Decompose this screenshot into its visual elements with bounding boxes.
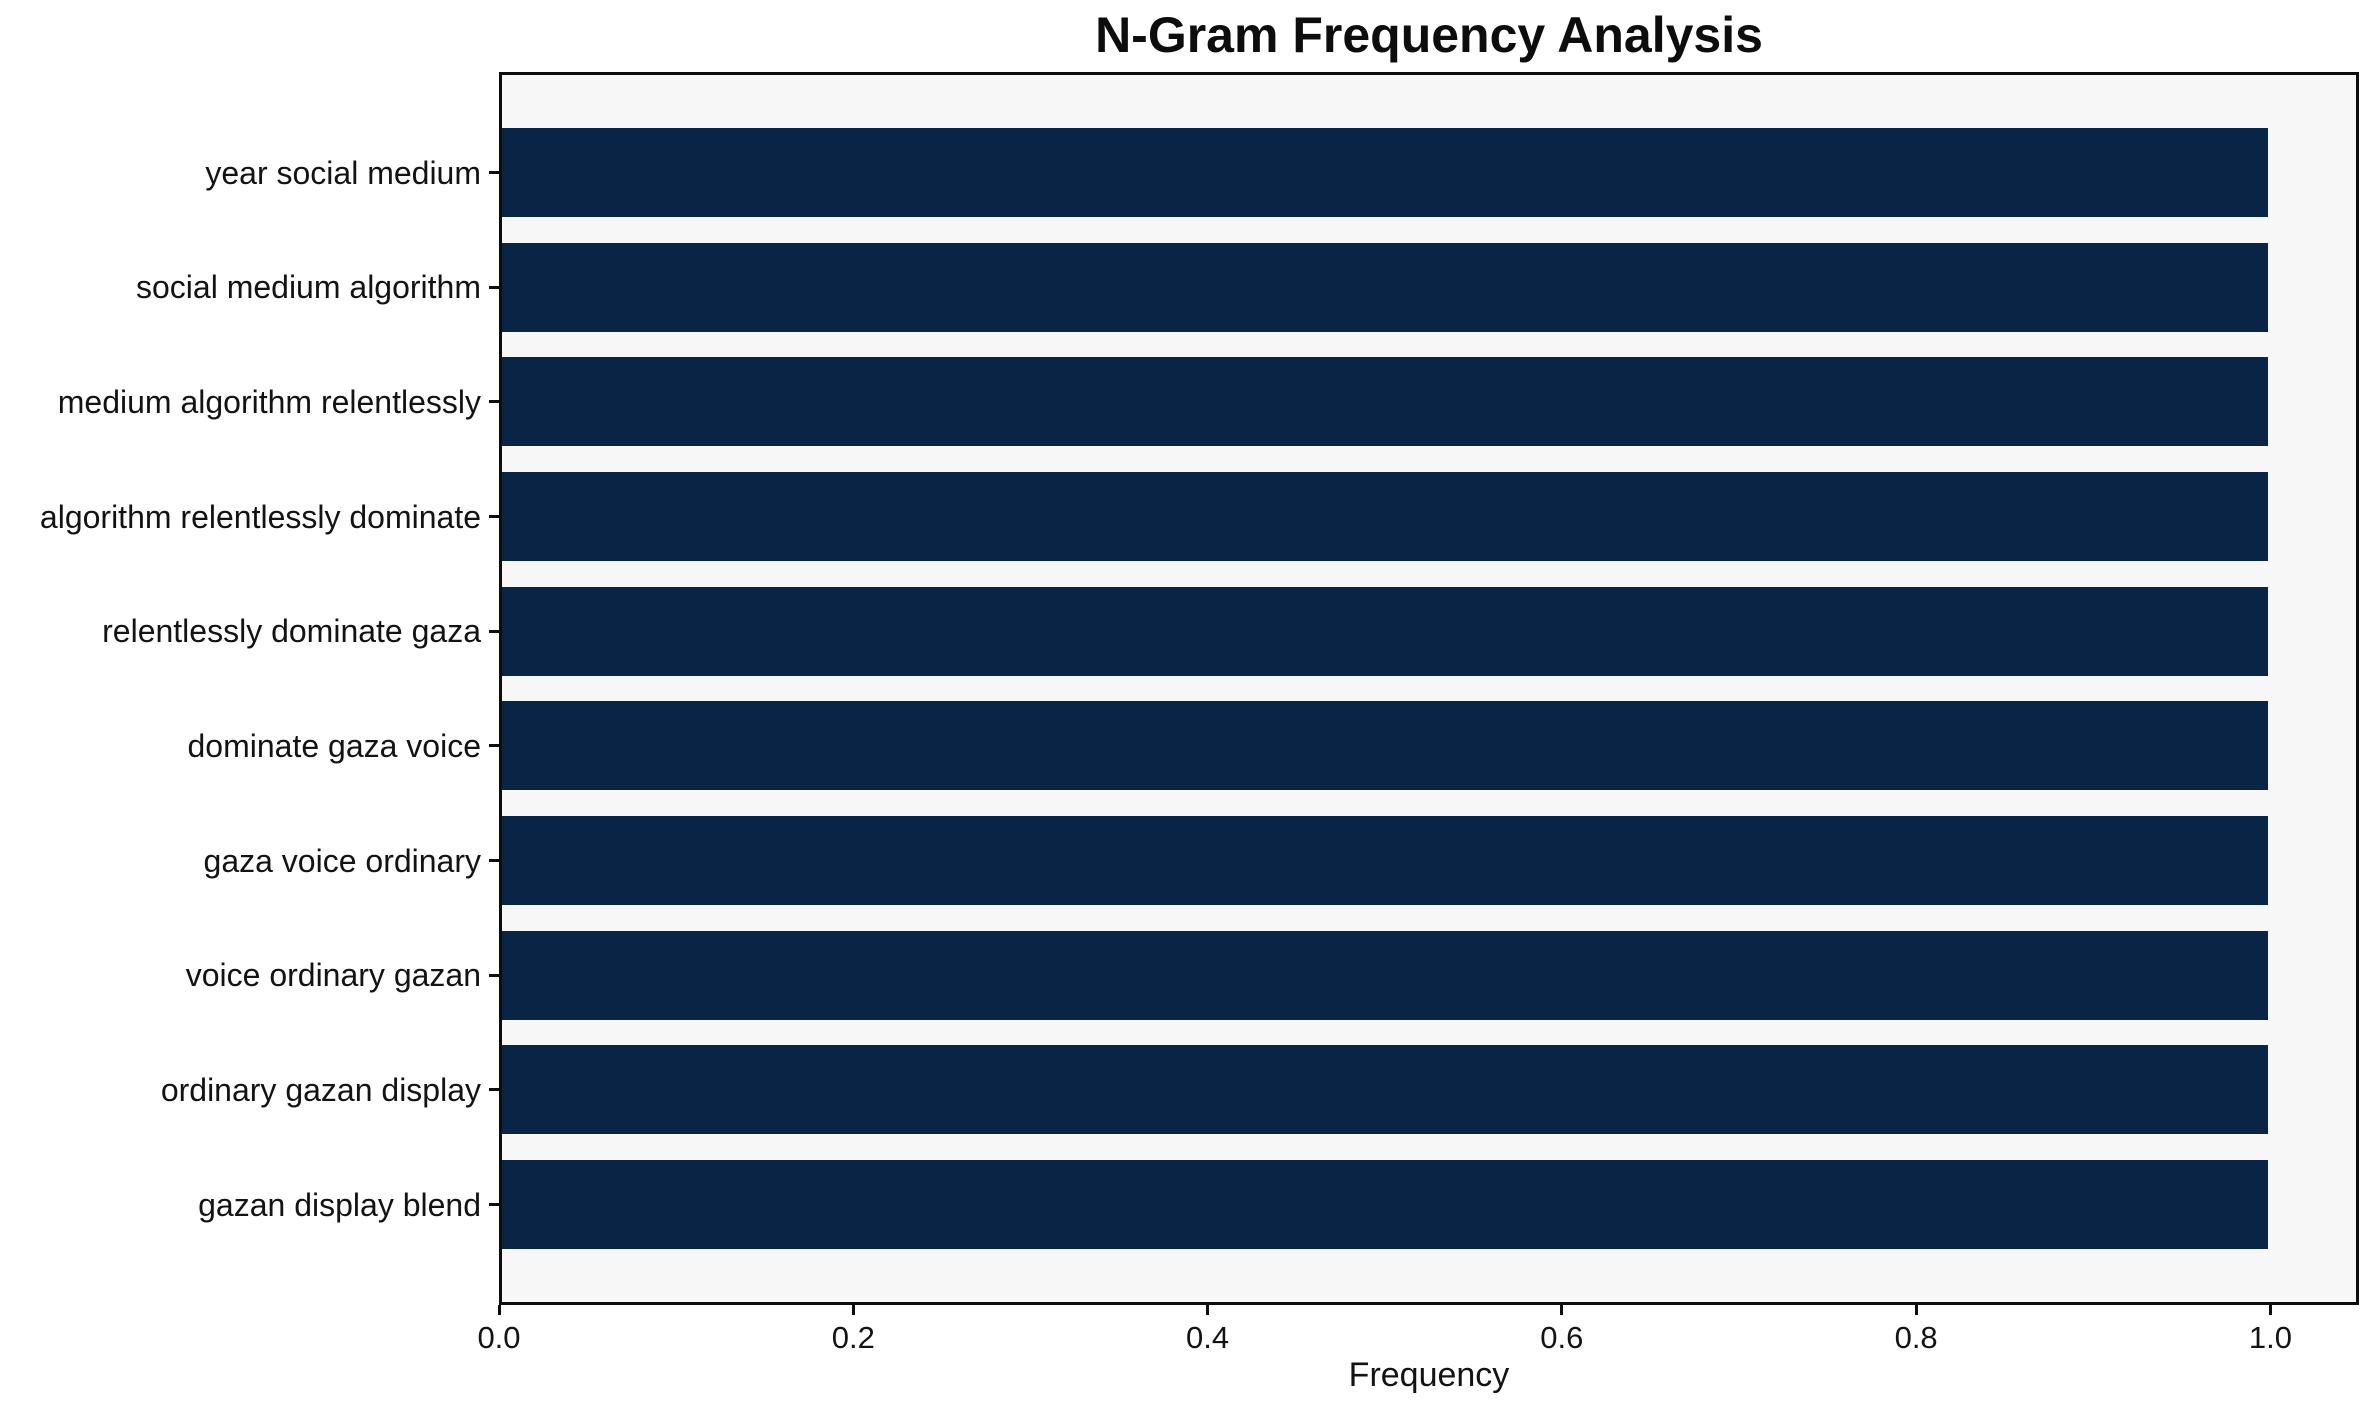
x-tick-mark [851, 1305, 855, 1315]
y-tick-label: gazan display blend [198, 1186, 481, 1223]
x-tick-mark [2268, 1305, 2272, 1315]
bar [502, 1160, 2268, 1249]
y-tick-label: voice ordinary gazan [185, 957, 481, 994]
bar [502, 1045, 2268, 1135]
bar [502, 128, 2268, 217]
chart-title: N-Gram Frequency Analysis [1095, 7, 1763, 63]
x-tick-label: 0.4 [1186, 1320, 1230, 1355]
y-tick-label: ordinary gazan display [160, 1071, 481, 1108]
y-tick-label: social medium algorithm [135, 269, 481, 306]
y-tick-mark [489, 744, 499, 748]
x-tick-mark [1560, 1305, 1564, 1315]
y-tick-label: medium algorithm relentlessly [57, 383, 481, 420]
x-tick-mark [497, 1305, 501, 1315]
y-tick-label: relentlessly dominate gaza [102, 613, 481, 650]
x-tick-label: 0.2 [831, 1320, 875, 1355]
y-tick-mark [489, 1203, 499, 1206]
bar [502, 930, 2268, 1020]
y-tick-label: year social medium [205, 154, 481, 191]
y-tick-mark [489, 629, 499, 633]
y-tick-label: algorithm relentlessly dominate [39, 498, 481, 535]
x-axis-title: Frequency [1348, 1356, 1510, 1394]
y-tick-mark [489, 1088, 499, 1092]
y-tick-mark [489, 285, 499, 289]
y-tick-mark [489, 515, 499, 518]
x-tick-mark [1206, 1305, 1210, 1315]
y-tick-mark [489, 859, 499, 862]
bar [502, 357, 2268, 447]
x-tick-label: 0.8 [1894, 1320, 1938, 1355]
x-tick-label: 0.6 [1540, 1320, 1584, 1355]
y-tick-mark [489, 171, 499, 174]
x-tick-label: 1.0 [2248, 1320, 2292, 1355]
plot-area [499, 72, 2359, 1305]
x-tick-mark [1914, 1305, 1918, 1315]
bar [502, 472, 2268, 561]
bar [502, 701, 2268, 791]
bar [502, 242, 2268, 332]
y-tick-label: dominate gaza voice [187, 727, 481, 764]
bar [502, 816, 2268, 905]
bar [502, 586, 2268, 676]
y-tick-mark [489, 400, 499, 404]
y-tick-label: gaza voice ordinary [203, 842, 481, 879]
x-tick-label: 0.0 [477, 1320, 521, 1355]
y-tick-mark [489, 973, 499, 977]
